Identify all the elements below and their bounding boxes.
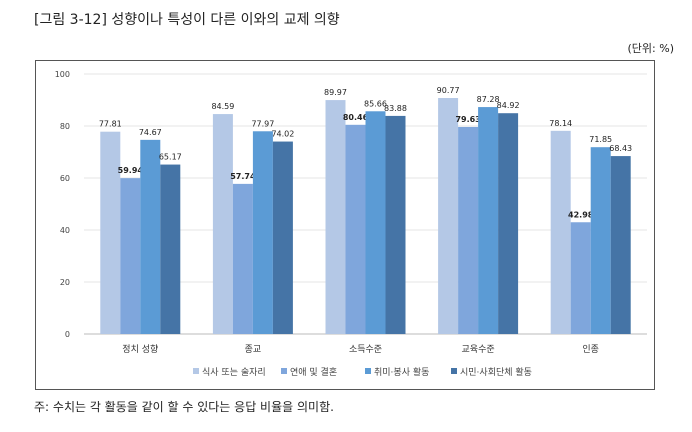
y-tick-label: 80 xyxy=(60,122,70,131)
data-label: 90.77 xyxy=(437,86,460,95)
bar xyxy=(498,113,519,334)
legend-swatch xyxy=(451,368,457,374)
data-label: 80.46 xyxy=(343,113,369,122)
y-tick-label: 0 xyxy=(65,330,70,339)
data-label: 71.85 xyxy=(589,135,612,144)
x-tick-label: 소득수준 xyxy=(349,344,382,355)
bar xyxy=(385,115,406,334)
bar xyxy=(365,111,386,334)
data-label: 77.81 xyxy=(99,120,122,129)
data-label: 84.92 xyxy=(497,101,520,110)
x-tick-label: 교육수준 xyxy=(462,344,495,355)
data-label: 57.74 xyxy=(230,172,256,181)
x-tick-label: 정치 성향 xyxy=(122,343,158,355)
footnote: 주: 수치는 각 활동을 같이 할 수 있다는 응답 비율을 의미함. xyxy=(34,400,334,414)
bar xyxy=(478,107,499,335)
legend-label: 시민·사회단체 활동 xyxy=(460,366,532,378)
data-label: 89.97 xyxy=(324,88,347,97)
legend-swatch xyxy=(365,368,371,374)
bar xyxy=(120,178,141,334)
data-label: 79.63 xyxy=(455,115,480,124)
data-label: 84.59 xyxy=(211,102,234,111)
data-label: 42.98 xyxy=(568,210,594,219)
bar xyxy=(458,126,479,334)
bar xyxy=(438,97,459,334)
legend-label: 연애 및 결혼 xyxy=(290,366,337,378)
bar xyxy=(610,156,631,334)
data-label: 77.97 xyxy=(251,119,274,128)
figure-title: [그림 3-12] 성향이나 특성이 다른 이와의 교제 의향 xyxy=(34,12,340,28)
bar xyxy=(160,164,181,334)
bar xyxy=(100,131,121,334)
legend-label: 취미·봉사 활동 xyxy=(374,366,429,378)
data-label: 59.94 xyxy=(118,166,144,175)
legend-swatch xyxy=(193,368,199,374)
x-tick-label: 종교 xyxy=(245,344,262,355)
bar xyxy=(590,147,611,334)
bar xyxy=(550,130,571,334)
y-tick-label: 40 xyxy=(60,226,70,235)
y-tick-label: 20 xyxy=(60,278,70,287)
bar xyxy=(345,124,366,334)
bar xyxy=(140,139,161,334)
bar xyxy=(325,100,346,334)
bar xyxy=(212,114,233,334)
data-label: 87.28 xyxy=(477,95,500,104)
y-tick-label: 100 xyxy=(55,70,70,79)
data-label: 65.17 xyxy=(159,153,182,162)
data-label: 74.67 xyxy=(139,128,162,137)
y-tick-label: 60 xyxy=(60,174,70,183)
chart-frame xyxy=(35,60,655,390)
x-tick-label: 인종 xyxy=(582,344,599,355)
legend-swatch xyxy=(281,368,287,374)
data-label: 68.43 xyxy=(609,144,632,153)
data-label: 78.14 xyxy=(549,119,572,128)
data-label: 74.02 xyxy=(271,130,294,139)
legend-label: 식사 또는 술자리 xyxy=(202,367,266,378)
data-label: 85.66 xyxy=(364,99,387,108)
bar xyxy=(232,183,253,334)
data-label: 83.88 xyxy=(384,104,407,113)
bar xyxy=(272,141,293,334)
bar xyxy=(252,131,273,334)
unit-label: (단위: %) xyxy=(627,42,674,55)
bar xyxy=(570,222,591,334)
